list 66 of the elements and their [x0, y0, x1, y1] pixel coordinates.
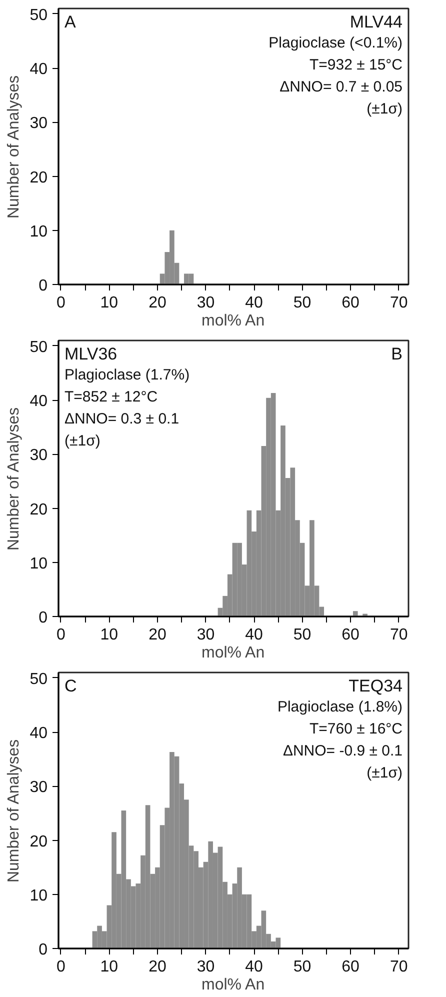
x-tick-label: 20 [148, 294, 166, 312]
x-tick-label: 50 [293, 626, 312, 644]
x-tick-label: 60 [342, 958, 360, 976]
y-tick-label: 40 [30, 393, 48, 410]
y-axis-title: Number of Analyses [6, 407, 23, 551]
annotation: (±1σ) [366, 100, 403, 118]
x-tick-label: 30 [196, 294, 215, 312]
x-tick-label: 70 [390, 626, 408, 644]
annotation: TEQ34 [348, 676, 403, 696]
x-axis-title: mol% An [201, 312, 265, 330]
annotation: MLV44 [350, 12, 403, 32]
x-tick-label: 40 [245, 958, 264, 976]
annotation: ΔNNO= 0.7 ± 0.05 [280, 78, 403, 96]
y-axis-title: Number of Analyses [6, 739, 23, 883]
x-tick-label: 0 [56, 626, 66, 644]
y-tick-label: 10 [30, 887, 48, 904]
x-tick-label: 10 [100, 626, 118, 644]
x-tick-label: 20 [148, 626, 166, 644]
annotation: ΔNNO= 0.3 ± 0.1 [64, 410, 180, 428]
y-tick-label: 10 [30, 223, 48, 240]
annotation: ΔNNO= -0.9 ± 0.1 [282, 742, 402, 760]
x-tick-label: 50 [293, 958, 312, 976]
x-tick-label: 50 [293, 294, 312, 312]
x-tick-label: 10 [100, 294, 118, 312]
x-tick-label: 70 [390, 294, 408, 312]
y-tick-label: 30 [30, 115, 48, 132]
y-tick-label: 20 [30, 501, 48, 518]
y-tick-label: 0 [38, 278, 48, 294]
x-tick-label: 30 [196, 626, 215, 644]
x-tick-label: 0 [56, 958, 66, 976]
x-tick-label: 60 [342, 626, 360, 644]
annotation: (±1σ) [366, 764, 403, 782]
x-tick-label: 70 [390, 958, 408, 976]
y-tick-label: 20 [30, 169, 48, 186]
y-tick-label: 50 [30, 6, 48, 24]
annotation: T=852 ± 12°C [64, 388, 158, 406]
annotation: B [391, 344, 403, 364]
x-tick-label: 40 [245, 294, 264, 312]
annotation: MLV36 [64, 344, 118, 364]
y-tick-label: 30 [30, 447, 48, 464]
annotation: T=932 ± 15°C [309, 56, 403, 74]
annotation: A [64, 12, 76, 32]
x-tick-label: 20 [148, 958, 166, 976]
y-tick-label: 20 [30, 833, 48, 850]
annotation: T=760 ± 16°C [309, 720, 403, 738]
annotation: Plagioclase (1.7%) [64, 366, 190, 384]
annotation: (±1σ) [64, 432, 100, 450]
y-tick-label: 10 [30, 555, 48, 572]
y-axis-title: Number of Analyses [6, 75, 23, 219]
x-axis-title: mol% An [201, 644, 265, 662]
annotation: Plagioclase (1.8%) [277, 698, 403, 716]
annotation: Plagioclase (<0.1%) [268, 34, 403, 52]
annotation: C [64, 676, 77, 696]
x-tick-label: 60 [342, 294, 360, 312]
y-tick-label: 0 [38, 610, 48, 626]
x-tick-label: 40 [245, 626, 264, 644]
y-tick-label: 40 [30, 61, 48, 78]
x-tick-label: 10 [100, 958, 118, 976]
x-axis-title: mol% An [201, 976, 265, 994]
y-tick-label: 50 [30, 670, 48, 688]
y-tick-label: 30 [30, 779, 48, 796]
y-tick-label: 40 [30, 725, 48, 742]
x-tick-label: 30 [196, 958, 215, 976]
x-tick-label: 0 [56, 294, 66, 312]
y-tick-label: 50 [30, 338, 48, 356]
y-tick-label: 0 [38, 942, 48, 958]
